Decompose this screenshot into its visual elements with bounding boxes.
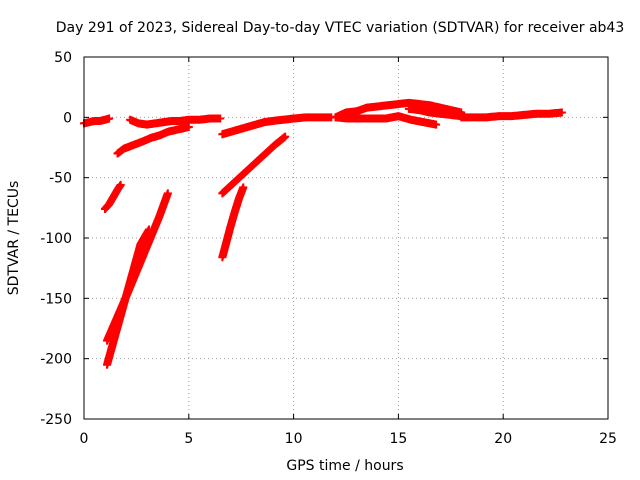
y-tick-label: 0	[63, 110, 72, 126]
data-point-markers	[126, 114, 225, 129]
y-tick-label: 50	[54, 50, 72, 66]
x-axis-label: GPS time / hours	[286, 458, 403, 474]
y-tick-label: -100	[40, 231, 72, 247]
data-point-markers	[103, 189, 172, 345]
data-point-markers	[100, 180, 125, 214]
x-tick-label: 15	[389, 431, 407, 447]
y-axis-label: SDTVAR / TECUs	[6, 181, 22, 296]
x-tick-label: 25	[599, 431, 617, 447]
series-sat-i	[218, 113, 336, 139]
x-tick-label: 0	[80, 431, 89, 447]
data-point-markers	[113, 122, 193, 158]
series-sat-l	[404, 104, 466, 121]
x-tick-label: 10	[285, 431, 303, 447]
axis-ticks: 0 5 10 15 20 25 -250 -200 -150 -100 -50 0 50	[40, 50, 617, 447]
y-tick-label: -150	[40, 291, 72, 307]
y-tick-label: -200	[40, 352, 72, 368]
series-sat-e	[113, 122, 193, 158]
series-sat-m	[457, 108, 566, 122]
chart-title: Day 291 of 2023, Sidereal Day-to-day VTE…	[56, 20, 625, 36]
series-sat-f	[126, 114, 225, 129]
y-tick-label: -250	[40, 412, 72, 428]
data-point-markers	[80, 114, 114, 128]
data-point-markers	[218, 183, 248, 262]
x-tick-label: 5	[184, 431, 193, 447]
series-sat-d	[103, 189, 172, 345]
data-point-markers	[404, 104, 466, 121]
series-sat-a	[80, 114, 114, 128]
series-sat-b	[100, 180, 125, 214]
series-sat-k	[331, 112, 441, 129]
data-point-markers	[218, 132, 290, 198]
y-tick-label: -50	[49, 171, 72, 187]
x-tick-label: 20	[494, 431, 512, 447]
data-point-markers	[218, 113, 336, 139]
data-point-markers	[331, 112, 441, 129]
series-sat-h	[218, 132, 290, 198]
data-point-markers	[457, 108, 566, 122]
data-points	[80, 98, 566, 369]
series-sat-g	[218, 183, 248, 262]
